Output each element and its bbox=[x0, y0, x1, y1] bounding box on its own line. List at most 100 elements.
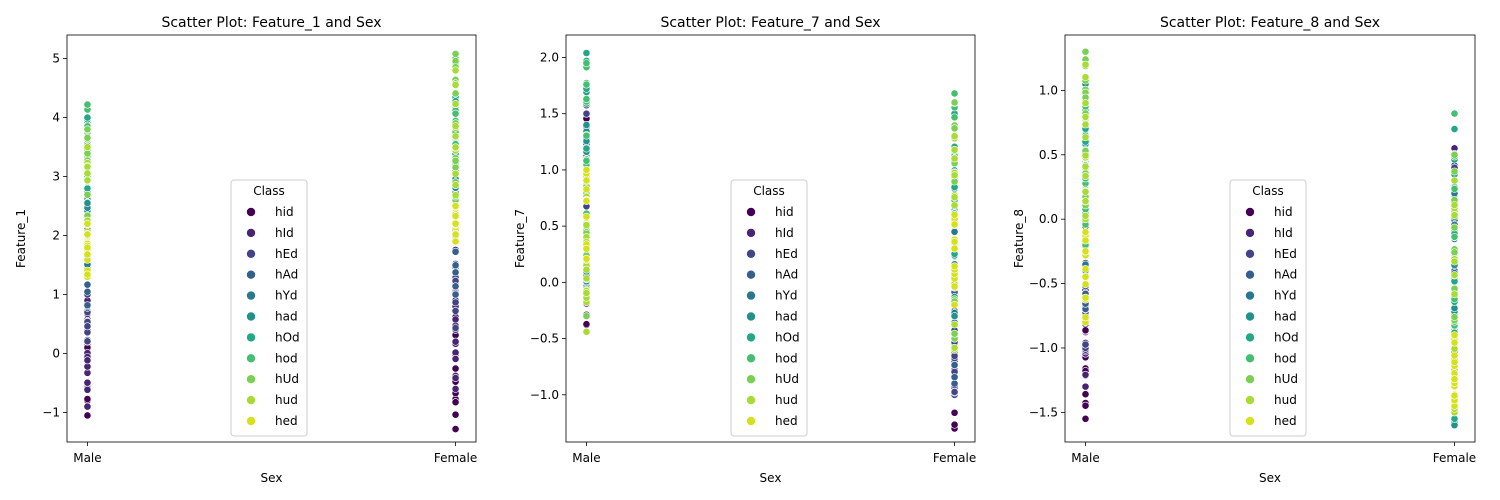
data-point-hed bbox=[451, 219, 460, 228]
data-point-hed bbox=[1081, 247, 1090, 256]
data-point-hEd bbox=[950, 388, 959, 396]
data-point-hud bbox=[950, 145, 959, 154]
data-point-hud bbox=[1081, 73, 1090, 82]
data-point-hod bbox=[582, 156, 591, 165]
data-point-hud bbox=[1450, 201, 1459, 209]
data-point-hed bbox=[1450, 331, 1459, 339]
legend-marker-hed bbox=[246, 416, 256, 426]
chart-panel-3: Scatter Plot: Feature_8 and Sex −1.5 −1.0 −… bbox=[1012, 15, 1476, 485]
legend-marker-hed bbox=[746, 416, 756, 426]
data-point-hId bbox=[451, 385, 460, 393]
legend-marker-had bbox=[746, 311, 756, 322]
data-point-hud bbox=[451, 132, 460, 141]
legend-label: hod bbox=[775, 351, 798, 365]
legend-label: hId bbox=[775, 226, 794, 240]
data-point-hud bbox=[1081, 133, 1090, 142]
data-point-hId bbox=[451, 337, 460, 346]
data-point-hud bbox=[950, 171, 959, 180]
data-point-hud bbox=[1450, 290, 1459, 299]
data-point-hud bbox=[582, 265, 591, 274]
data-point-hId bbox=[83, 356, 92, 365]
legend-marker-hid bbox=[746, 207, 756, 217]
y-tick-label: −1.0 bbox=[530, 388, 559, 402]
data-point-hed bbox=[83, 230, 92, 239]
legend-marker-hAd bbox=[746, 269, 756, 280]
data-point-hed bbox=[950, 210, 959, 219]
data-point-hId bbox=[451, 315, 460, 324]
legend-label: hYd bbox=[1274, 289, 1297, 303]
legend-label: hUd bbox=[775, 372, 799, 386]
y-tick-label: 2.0 bbox=[540, 50, 559, 64]
data-point-hed bbox=[1081, 236, 1090, 245]
legend-label: hEd bbox=[275, 247, 298, 261]
legend-label: hAd bbox=[775, 268, 798, 282]
data-point-hod bbox=[582, 131, 591, 140]
data-point-hed bbox=[582, 254, 591, 263]
legend-label: had bbox=[1274, 310, 1297, 324]
data-point-hud bbox=[83, 169, 92, 178]
y-tick-label: 2 bbox=[52, 229, 60, 243]
y-tick-label: 1 bbox=[52, 288, 60, 302]
legend-marker-hOd bbox=[1245, 332, 1255, 343]
data-point-hYd bbox=[950, 227, 959, 236]
y-tick-label: 0.0 bbox=[540, 275, 559, 289]
legend-label: hId bbox=[275, 226, 294, 240]
y-tick-label: 3 bbox=[52, 170, 60, 184]
chart-title: Scatter Plot: Feature_7 and Sex bbox=[660, 15, 880, 31]
data-point-hud bbox=[582, 274, 591, 283]
y-tick-label: 0 bbox=[52, 347, 60, 361]
data-point-hud bbox=[582, 221, 591, 230]
data-point-hed bbox=[1081, 280, 1090, 289]
legend-marker-hYd bbox=[246, 290, 256, 301]
legend-title: Class bbox=[1252, 184, 1284, 198]
data-point-hid bbox=[83, 411, 92, 420]
chart-title: Scatter Plot: Feature_1 and Sex bbox=[161, 15, 381, 31]
data-points bbox=[83, 49, 460, 433]
data-point-hud bbox=[451, 143, 460, 152]
data-point-hUd bbox=[451, 89, 460, 98]
data-point-hod bbox=[582, 80, 591, 89]
data-point-hed bbox=[582, 244, 591, 253]
legend-title: Class bbox=[253, 184, 285, 198]
y-axis-label: Feature_8 bbox=[1012, 209, 1026, 268]
y-tick-label: −0.5 bbox=[1029, 277, 1058, 291]
data-point-hud bbox=[1081, 162, 1090, 171]
data-point-hUd bbox=[1450, 313, 1459, 321]
y-tick-label: −1 bbox=[42, 406, 60, 420]
chart-panel-2: Scatter Plot: Feature_7 and Sex −1.0 −0.5 0… bbox=[513, 15, 976, 485]
data-point-hod bbox=[83, 100, 92, 109]
legend-marker-hUd bbox=[746, 374, 756, 385]
data-point-hId bbox=[1081, 382, 1090, 391]
data-point-had bbox=[582, 121, 591, 129]
data-point-hod bbox=[582, 59, 591, 68]
data-point-hod bbox=[582, 95, 591, 103]
legend-marker-hed bbox=[1245, 416, 1255, 426]
data-point-hud bbox=[1081, 197, 1090, 206]
x-tick-label: Male bbox=[73, 451, 101, 465]
legend-marker-hod bbox=[246, 353, 256, 364]
data-point-hEd bbox=[83, 322, 92, 331]
data-point-hud bbox=[1081, 120, 1090, 129]
data-point-hId bbox=[83, 402, 92, 411]
data-point-hud bbox=[83, 143, 92, 151]
x-tick-label: Male bbox=[572, 451, 600, 465]
legend-marker-hud bbox=[746, 395, 756, 405]
data-point-hud bbox=[1450, 211, 1459, 220]
data-point-hEd bbox=[1081, 340, 1090, 349]
data-point-hAd bbox=[950, 373, 959, 382]
y-tick-label: 4 bbox=[52, 111, 60, 125]
data-point-hed bbox=[582, 176, 591, 185]
data-point-hAd bbox=[451, 290, 460, 299]
data-point-hod bbox=[950, 113, 959, 122]
data-point-hUd bbox=[1450, 248, 1459, 257]
data-point-hed bbox=[83, 219, 92, 228]
legend-title: Class bbox=[753, 184, 785, 198]
x-axis-label: Sex bbox=[261, 471, 283, 485]
legend-marker-hid bbox=[246, 207, 256, 217]
data-point-hid bbox=[1081, 326, 1090, 335]
legend-label: hod bbox=[1274, 351, 1297, 365]
data-point-hUd bbox=[1450, 223, 1459, 232]
data-point-hUd bbox=[83, 190, 92, 199]
data-point-hed bbox=[950, 300, 959, 309]
y-tick-label: −0.5 bbox=[530, 332, 559, 346]
